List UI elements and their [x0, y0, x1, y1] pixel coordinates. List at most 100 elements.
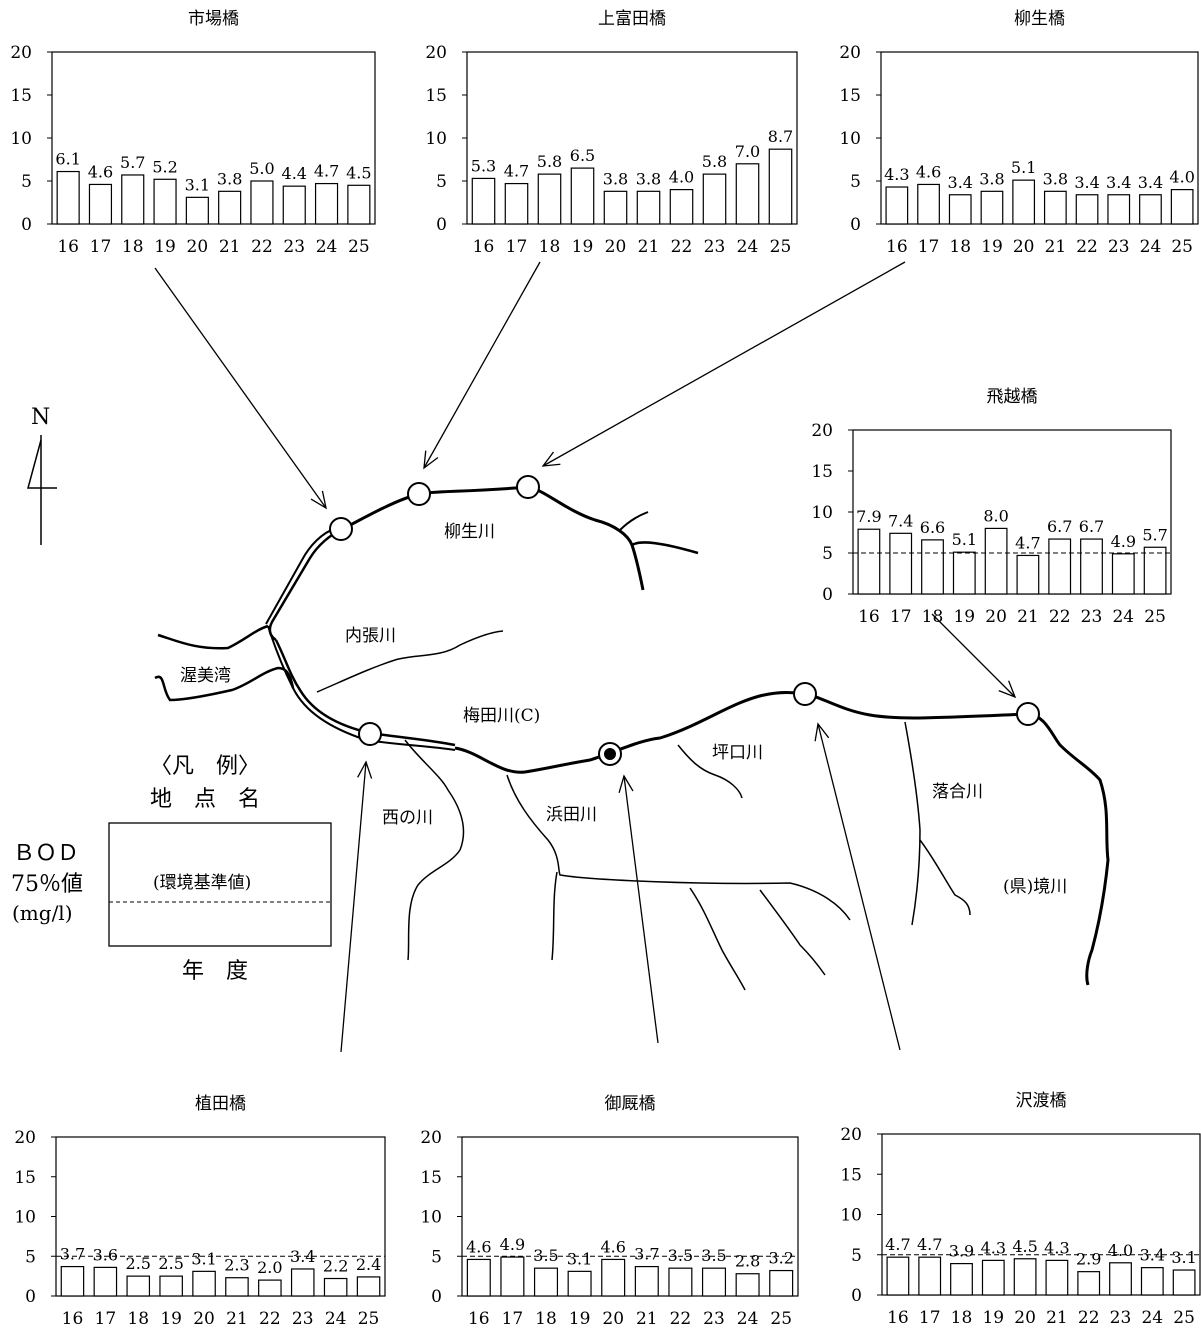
data-label: 3.1 [191, 1249, 216, 1268]
yagyu-river [268, 528, 342, 642]
arrow-ueta [340, 760, 373, 1053]
ochiai-river [904, 721, 921, 926]
bar [93, 1266, 118, 1297]
y-tick-label: 5 [850, 172, 861, 192]
y-tick-label: 20 [840, 1125, 862, 1145]
data-label: 8.0 [983, 506, 1008, 525]
data-label: 6.1 [55, 150, 80, 169]
hamada-branch-2 [689, 887, 746, 991]
bar [185, 196, 209, 225]
bar [735, 1273, 760, 1297]
x-tick-label: 23 [704, 237, 726, 257]
data-label: 3.7 [634, 1245, 659, 1264]
bar [1048, 538, 1072, 595]
coast-south [154, 666, 295, 702]
x-tick-label: 23 [283, 237, 305, 257]
yagyu-river-upper [340, 485, 645, 591]
data-label: 2.5 [158, 1254, 183, 1273]
data-label: 2.0 [257, 1258, 282, 1277]
data-label: 3.4 [1138, 173, 1163, 192]
bar [356, 1276, 381, 1297]
data-label: 2.9 [1076, 1250, 1101, 1269]
data-label: 4.7 [885, 1235, 910, 1254]
label-atsumi-bay: 渥美湾 [180, 666, 231, 686]
data-label: 4.6 [466, 1237, 491, 1256]
x-tick-label: 24 [737, 237, 759, 257]
x-tick-label: 16 [57, 237, 79, 257]
yagyu-tributary [631, 541, 699, 555]
arrow-ichiba [154, 267, 327, 510]
x-tick-label: 17 [502, 1309, 524, 1329]
bar [768, 148, 793, 225]
chart-title: 柳生橋 [1014, 9, 1065, 29]
legend-ylabel-2: 75％値 [11, 872, 83, 897]
x-tick-label: 25 [1171, 237, 1193, 257]
arrow-kamitomita [423, 261, 541, 470]
bar [1012, 179, 1036, 225]
coast-north [157, 624, 269, 650]
x-tick-label: 22 [259, 1309, 281, 1329]
data-label: 4.6 [916, 162, 941, 181]
label-sakai-river: (県)境川 [1003, 877, 1067, 897]
legend-title: 〈凡 例〉 [150, 754, 260, 779]
legend-box [108, 822, 332, 947]
bar [950, 1263, 973, 1296]
station-ichiba [329, 517, 353, 541]
x-tick-label: 21 [219, 237, 241, 257]
x-tick-label: 17 [919, 1308, 941, 1328]
x-tick-label: 17 [506, 237, 528, 257]
x-tick-label: 23 [703, 1309, 725, 1329]
data-label: 2.4 [356, 1255, 381, 1274]
y-tick-label: 10 [839, 129, 861, 149]
label-nishi-river: 西の川 [382, 808, 433, 828]
chart-title: 御厩橋 [605, 1094, 656, 1114]
x-tick-label: 25 [358, 1309, 380, 1329]
x-tick-label: 21 [636, 1309, 658, 1329]
chart-title: 沢渡橋 [1016, 1091, 1067, 1111]
nishi-river [404, 739, 465, 961]
data-label: 6.6 [920, 518, 945, 537]
bar [886, 1256, 910, 1296]
x-tick-label: 19 [982, 1308, 1004, 1328]
x-tick-label: 18 [535, 1309, 557, 1329]
bar [466, 1258, 491, 1297]
data-label: 4.7 [1015, 533, 1040, 552]
bar [1109, 1262, 1132, 1296]
data-label: 5.1 [1011, 158, 1036, 177]
x-tick-label: 19 [154, 237, 176, 257]
ochiai-branch [919, 839, 971, 916]
y-tick-label: 15 [420, 1168, 442, 1188]
data-label: 3.4 [948, 173, 973, 192]
y-tick-label: 5 [431, 1247, 442, 1267]
x-tick-label: 19 [572, 237, 594, 257]
x-tick-label: 16 [858, 607, 880, 627]
data-label: 3.5 [533, 1246, 558, 1265]
bar [1080, 538, 1103, 595]
bar [1077, 1271, 1101, 1296]
data-label: 4.6 [600, 1237, 625, 1256]
data-label: 5.8 [537, 152, 562, 171]
x-tick-label: 16 [887, 1308, 909, 1328]
y-tick-label: 10 [420, 1208, 442, 1228]
data-label: 3.6 [93, 1245, 118, 1264]
bar [769, 1269, 794, 1297]
x-tick-label: 22 [670, 1309, 692, 1329]
x-tick-label: 19 [953, 607, 975, 627]
bar [504, 182, 529, 225]
y-tick-label: 10 [10, 129, 32, 149]
bar [1075, 194, 1099, 225]
x-tick-label: 20 [602, 1309, 624, 1329]
data-label: 3.1 [185, 175, 210, 194]
bar [1045, 1259, 1069, 1296]
data-label: 3.8 [636, 169, 661, 188]
bar [1170, 189, 1194, 225]
chart-title: 植田橋 [195, 1094, 246, 1114]
arrow-onmaya [618, 774, 659, 1044]
bar [917, 183, 940, 225]
bar [603, 190, 628, 225]
y-tick-label: 10 [14, 1208, 36, 1228]
bar [1016, 554, 1040, 595]
x-tick-label: 21 [1046, 1308, 1068, 1328]
x-tick-label: 17 [90, 237, 112, 257]
